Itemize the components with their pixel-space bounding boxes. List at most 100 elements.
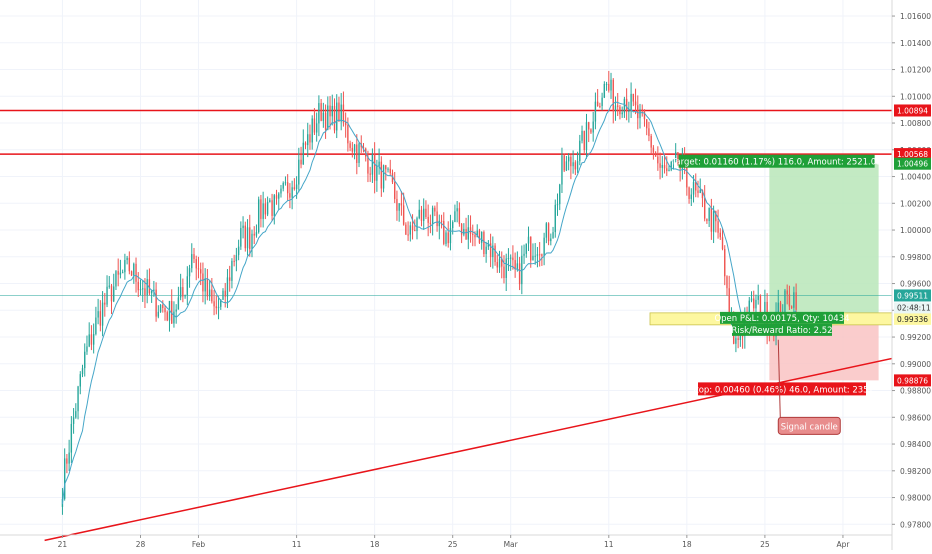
price-tick-label: 0.98200 <box>900 467 931 476</box>
price-tick-label: 1.00800 <box>900 119 931 128</box>
time-tick-label: 11 <box>604 540 614 549</box>
candle-body <box>233 260 235 262</box>
candle-body <box>632 93 635 102</box>
candle-body <box>155 289 157 317</box>
candle-body <box>282 182 284 189</box>
candle-body <box>130 271 133 276</box>
candle-body <box>347 125 349 144</box>
candle-body <box>465 228 467 240</box>
candle-body <box>349 143 351 148</box>
trendline <box>44 349 932 542</box>
candle-body <box>674 152 677 160</box>
candle-body <box>171 300 173 324</box>
candle-body <box>307 134 309 146</box>
candle-body <box>331 105 333 117</box>
candle-body <box>605 83 608 85</box>
candle-body <box>637 105 639 119</box>
candle-body <box>139 289 142 291</box>
candle-body <box>739 335 742 340</box>
pnl-label: Open P&L: 0.00175, Qty: 10434 <box>714 314 849 324</box>
candle-body <box>538 254 541 256</box>
candle-body <box>197 268 200 270</box>
time-tick-label: 21 <box>58 540 68 549</box>
candle-body <box>445 232 447 244</box>
candle-body <box>391 173 394 183</box>
candle-body <box>228 277 231 281</box>
candle-body <box>735 338 737 344</box>
candle-body <box>338 102 340 122</box>
candle-body <box>443 221 445 244</box>
candle-body <box>157 311 160 317</box>
candle-body <box>630 93 632 111</box>
candle-body <box>527 236 530 244</box>
candle-body <box>184 295 186 297</box>
candle-body <box>728 288 730 322</box>
candle-body <box>717 221 719 233</box>
candle-body <box>472 233 474 235</box>
candle-body <box>458 208 461 224</box>
candle-body <box>121 272 124 274</box>
target-label-box <box>678 154 875 168</box>
candle-body <box>278 193 280 199</box>
candle-body <box>420 209 423 221</box>
candle-body <box>327 105 329 130</box>
support-trendline <box>44 349 932 542</box>
candle-body <box>242 225 244 229</box>
candle-body <box>719 232 721 238</box>
candle-body <box>596 101 599 106</box>
candle-body <box>200 269 202 274</box>
candle-body <box>425 208 427 217</box>
candle-body <box>108 285 110 287</box>
candle-body <box>712 211 715 232</box>
candle-body <box>110 285 113 302</box>
moving-average <box>61 101 797 505</box>
candle-body <box>336 102 338 131</box>
candle-body <box>516 263 519 270</box>
candle-body <box>534 255 536 257</box>
candle-body <box>88 334 90 347</box>
candle-body <box>572 162 574 167</box>
candle-body <box>208 289 211 297</box>
candle-body <box>411 225 414 230</box>
candle-body <box>603 83 606 98</box>
candle-body <box>503 266 505 278</box>
candle-body <box>146 279 148 296</box>
candle-body <box>222 290 224 300</box>
price-tick-label: 1.00000 <box>900 226 931 235</box>
candle-body <box>135 263 137 282</box>
candle-body <box>570 156 572 167</box>
candle-body <box>429 222 432 224</box>
position-zones <box>649 163 893 381</box>
candle-body <box>195 259 197 269</box>
candle-body <box>657 156 659 164</box>
candle-body <box>659 163 661 168</box>
candle-body <box>119 272 122 275</box>
candle-body <box>407 234 409 236</box>
grid <box>0 0 892 535</box>
candle-body <box>124 260 126 273</box>
candle-body <box>269 200 271 202</box>
signal-candle-label: Signal candle <box>781 422 838 432</box>
candle-body <box>532 255 534 261</box>
candle-body <box>545 223 548 238</box>
candle-body <box>695 182 697 191</box>
candle-body <box>509 257 512 259</box>
candle-body <box>440 220 443 222</box>
candle-body <box>304 142 307 146</box>
candle-body <box>115 271 117 287</box>
candle-body <box>380 161 383 189</box>
candle-body <box>427 216 429 223</box>
candle-body <box>385 165 387 170</box>
candle-body <box>402 205 405 225</box>
candle-body <box>547 223 550 242</box>
time-tick-label: 25 <box>448 540 458 549</box>
candle-body <box>358 143 360 163</box>
candle-body <box>583 130 585 150</box>
candle-body <box>790 306 793 308</box>
candle-body <box>478 230 481 243</box>
candle-body <box>405 224 407 235</box>
candle-body <box>237 246 240 256</box>
candle-body <box>182 287 184 297</box>
